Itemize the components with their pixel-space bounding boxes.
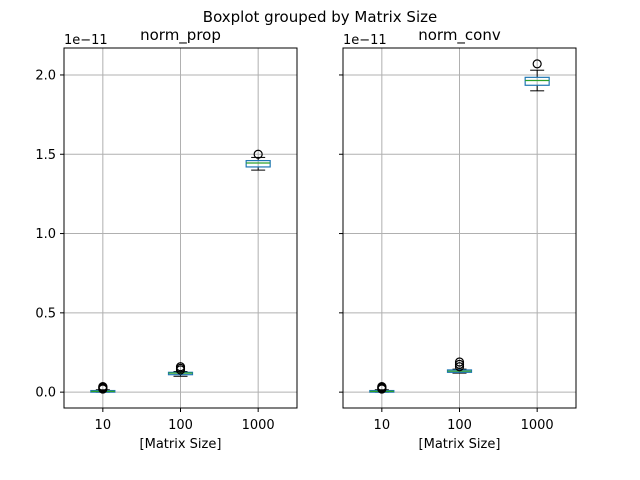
panel-norm_conv: 10 100 1000 [Matrix Size] norm_conv 1e−11 — [339, 26, 577, 452]
panels-group: 0.0 0.5 1.0 1.5 2.0 10 100 1000 [Matrix Size] nor… — [35, 26, 577, 452]
flier-point-2 — [454, 357, 465, 367]
x-tick-label: 100 — [168, 418, 193, 433]
flier-point-3 — [98, 381, 108, 392]
box-body — [524, 76, 550, 86]
box-100 — [446, 357, 473, 374]
x-tick-label: 1000 — [242, 418, 275, 433]
y-tick-label: 1.0 — [35, 227, 56, 242]
flier-point-0 — [532, 59, 542, 69]
box-10 — [369, 381, 395, 394]
panel-norm_prop: 0.0 0.5 1.0 1.5 2.0 10 100 1000 [Matrix Size] nor… — [35, 26, 298, 452]
y-tick-label: 1.5 — [35, 148, 56, 163]
box-100 — [167, 362, 194, 377]
x-tick-label: 10 — [374, 418, 391, 433]
box-1000 — [245, 149, 271, 171]
flier-point-0 — [253, 149, 263, 159]
box-1000 — [524, 59, 550, 92]
flier-point-3 — [377, 381, 387, 392]
y-tick-label: 0.5 — [35, 306, 56, 321]
flier-point-2 — [175, 362, 186, 372]
x-axis-label: [Matrix Size] — [140, 437, 222, 452]
x-axis-label: [Matrix Size] — [419, 437, 501, 452]
flier-point-0 — [454, 362, 465, 372]
box-10 — [90, 381, 116, 394]
box-body — [245, 159, 271, 168]
y-offset-label: 1e−11 — [64, 33, 108, 48]
y-tick-label: 0.0 — [35, 386, 56, 401]
flier-point-1 — [454, 359, 465, 369]
panel-title: norm_prop — [140, 26, 221, 45]
panel-title: norm_conv — [418, 26, 501, 45]
x-tick-label: 10 — [95, 418, 112, 433]
figure-suptitle: Boxplot grouped by Matrix Size — [203, 8, 437, 26]
y-tick-label: 2.0 — [35, 68, 56, 83]
x-tick-label: 1000 — [521, 418, 554, 433]
y-offset-label: 1e−11 — [343, 33, 387, 48]
x-tick-label: 100 — [447, 418, 472, 433]
